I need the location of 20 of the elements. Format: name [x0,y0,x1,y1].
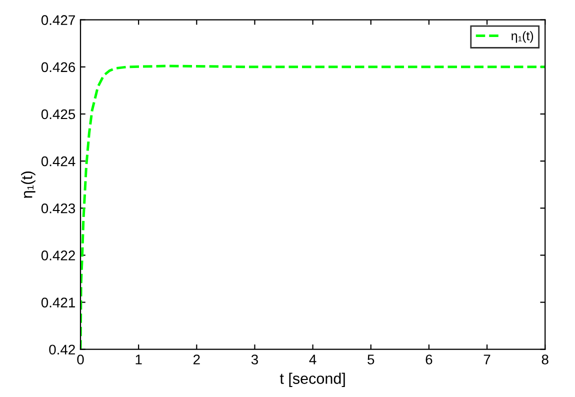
x-tick-label: 5 [368,354,374,364]
x-tick-label: 3 [251,354,258,364]
y-tick-label: 0.423 [41,203,76,214]
x-tick-label: 4 [309,354,316,364]
x-tick-label: 1 [136,354,142,364]
y-tick-label: 0.424 [41,156,76,166]
y-tick-label: 0.425 [41,109,76,120]
x-tick-label: 8 [542,354,548,364]
x-tick-label: 7 [484,354,490,364]
y-tick-label: 0.427 [41,15,75,26]
y-tick-label: 0.426 [41,62,76,72]
x-tick-label: 2 [193,354,200,364]
x-tick-label: 0 [77,354,84,364]
x-axis-title: t [second] [280,372,345,387]
y-tick-label: 0.422 [41,250,75,260]
legend-label: η₁(t) [512,31,534,43]
x-tick-label: 6 [426,354,432,364]
y-tick-label: 0.421 [41,298,75,308]
y-axis-title: η₁(t) [21,172,36,198]
y-tick-label: 0.42 [49,344,75,355]
